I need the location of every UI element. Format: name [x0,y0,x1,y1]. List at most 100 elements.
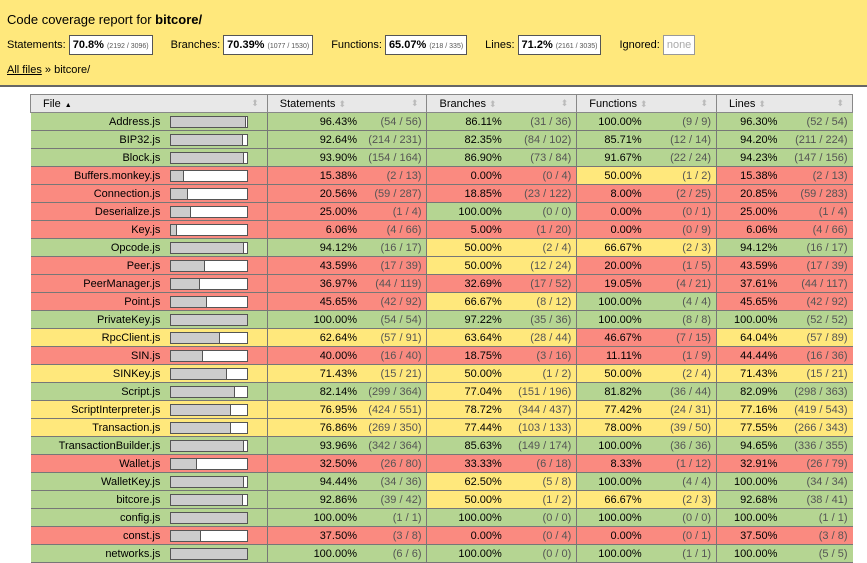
coverage-bar [165,328,268,347]
lines-count: (336 / 355) [782,436,853,455]
branches-pct: 62.50% [426,472,507,491]
branches-count: (17 / 52) [506,274,577,293]
coverage-bar [165,166,268,185]
coverage-bar-fill [171,404,231,415]
file-link[interactable]: SIN.js [30,346,166,365]
branches-pct: 32.69% [426,274,507,293]
lines-pct: 44.44% [716,346,783,365]
functions-pct: 100.00% [576,436,647,455]
file-link[interactable]: ScriptInterpreter.js [30,400,166,419]
statements-pct: 37.50% [266,526,362,545]
coverage-bar [165,526,268,545]
table-row: Buffers.monkey.js 15.38% (2 / 13) 0.00% (0 /… [30,166,853,185]
file-link[interactable]: networks.js [30,544,166,563]
statements-pct: 6.06% [266,220,362,239]
statements-pct: 94.12% [266,238,362,257]
summary-stats: Statements: 70.8% (2192 / 3096) Branches:… [7,35,860,55]
branches-pct: 97.22% [426,310,507,329]
branches-count: (28 / 44) [506,328,577,347]
coverage-bar [165,292,268,311]
lines-pct: 6.06% [716,220,783,239]
coverage-bar-fill [171,296,208,307]
file-link[interactable]: Block.js [30,148,166,167]
functions-count: (2 / 3) [646,238,717,257]
statements-count: (1 / 1) [362,508,427,527]
column-header-file[interactable]: File ▲ ⬍ [30,94,268,113]
coverage-bar-fill [171,350,203,361]
statements-count: (54 / 56) [362,112,427,131]
file-link[interactable]: Transaction.js [30,418,166,437]
statements-count: (424 / 551) [362,400,427,419]
lines-pct: 94.20% [716,130,783,149]
file-link[interactable]: BIP32.js [30,130,166,149]
statements-count: (3 / 8) [362,526,427,545]
column-header-statements[interactable]: Statements ⬍ ⬍ [266,94,428,113]
file-link[interactable]: PrivateKey.js [30,310,166,329]
lines-count: (147 / 156) [782,148,853,167]
column-header-functions[interactable]: Functions ⬍ ⬍ [576,94,718,113]
file-link[interactable]: PeerManager.js [30,274,166,293]
branches-pct: 85.63% [426,436,507,455]
functions-pct: 0.00% [576,526,647,545]
lines-count: (26 / 79) [782,454,853,473]
file-link[interactable]: RpcClient.js [30,328,166,347]
lines-pct: 100.00% [716,472,783,491]
file-link[interactable]: SINKey.js [30,364,166,383]
functions-count: (0 / 0) [646,508,717,527]
functions-count: (2 / 4) [646,364,717,383]
file-link[interactable]: Connection.js [30,184,166,203]
coverage-bar [165,400,268,419]
breadcrumb-all-files-link[interactable]: All files [7,64,42,76]
file-link[interactable]: TransactionBuilder.js [30,436,166,455]
file-link[interactable]: const.js [30,526,166,545]
file-link[interactable]: WalletKey.js [30,472,166,491]
branches-count: (8 / 12) [506,292,577,311]
file-link[interactable]: Opcode.js [30,238,166,257]
file-link[interactable]: Peer.js [30,256,166,275]
coverage-bar-fill [171,368,227,379]
coverage-bar [165,274,268,293]
lines-pct: 77.16% [716,400,783,419]
file-link[interactable]: Deserialize.js [30,202,166,221]
branches-pct: 50.00% [426,256,507,275]
lines-count: (266 / 343) [782,418,853,437]
table-row: Opcode.js 94.12% (16 / 17) 50.00% (2 / 4) 66.… [30,238,853,257]
sort-icon: ⬍ [338,98,346,109]
column-header-lines[interactable]: Lines ⬍ ⬍ [716,94,853,113]
functions-count: (9 / 9) [646,112,717,131]
lines-count: (44 / 117) [782,274,853,293]
file-link[interactable]: config.js [30,508,166,527]
coverage-bar-fill [171,242,244,253]
file-link[interactable]: Address.js [30,112,166,131]
coverage-bar [165,346,268,365]
coverage-bar-fill [171,116,246,127]
functions-count: (4 / 4) [646,292,717,311]
coverage-bar-fill [171,152,244,163]
lines-pct: 94.23% [716,148,783,167]
lines-count: (4 / 66) [782,220,853,239]
file-link[interactable]: bitcore.js [30,490,166,509]
table-row: config.js 100.00% (1 / 1) 100.00% (0 / 0) 100… [30,508,853,527]
file-link[interactable]: Buffers.monkey.js [30,166,166,185]
coverage-bar [165,382,268,401]
file-link[interactable]: Key.js [30,220,166,239]
file-link[interactable]: Point.js [30,292,166,311]
table-row: Point.js 45.65% (42 / 92) 66.67% (8 / 12) 100… [30,292,853,311]
functions-pct: 0.00% [576,220,647,239]
lines-pct: 77.55% [716,418,783,437]
statements-pct: 71.43% [266,364,362,383]
table-row: PeerManager.js 36.97% (44 / 119) 32.69% (17 … [30,274,853,293]
statements-count: (16 / 17) [362,238,427,257]
functions-count: (12 / 14) [646,130,717,149]
file-link[interactable]: Script.js [30,382,166,401]
file-link[interactable]: Wallet.js [30,454,166,473]
lines-pct: 100.00% [716,310,783,329]
coverage-bar-fill [171,422,231,433]
statements-pct: 25.00% [266,202,362,221]
coverage-bar-fill [171,440,244,451]
lines-count: (16 / 17) [782,238,853,257]
column-header-branches[interactable]: Branches ⬍ ⬍ [426,94,578,113]
statements-pct: 43.59% [266,256,362,275]
statements-pct: 40.00% [266,346,362,365]
branches-count: (12 / 24) [506,256,577,275]
